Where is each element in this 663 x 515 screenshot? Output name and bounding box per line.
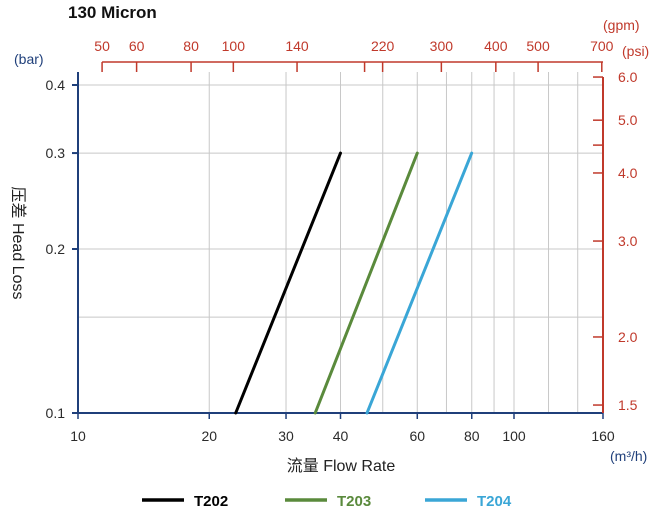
left-tick-label: 0.2 [46, 241, 66, 257]
series-line-t202 [234, 151, 342, 415]
top-tick-label: 500 [526, 38, 550, 54]
top-tick-label: 60 [129, 38, 145, 54]
top-tick-label: 300 [430, 38, 454, 54]
left-axis-unit: (bar) [14, 51, 44, 67]
top-tick-label: 50 [94, 38, 110, 54]
top-tick-label: 220 [371, 38, 395, 54]
bottom-tick-label: 60 [409, 428, 425, 444]
bottom-axis-unit: (m³/h) [610, 448, 647, 464]
bottom-tick-label: 100 [502, 428, 526, 444]
legend-label-t203: T203 [337, 493, 371, 510]
x-axis-label: 流量 Flow Rate [287, 457, 396, 475]
series-line-t203 [313, 151, 419, 415]
right-tick-label: 3.0 [618, 233, 638, 249]
bottom-tick-label: 10 [70, 428, 86, 444]
right-axis-unit: (psi) [622, 43, 649, 59]
right-tick-label: 5.0 [618, 112, 638, 128]
top-tick-label: 100 [222, 38, 246, 54]
top-tick-label: 400 [484, 38, 508, 54]
y-axis-label: 压差 Head Loss [9, 187, 27, 300]
right-tick-label: 1.5 [618, 397, 638, 413]
axes: 0.1 0.2 0.3 0.4 10 20 30 40 60 80 100 160 50 60 80 100 1… [46, 38, 638, 444]
left-tick-label: 0.1 [46, 405, 66, 421]
series-lines [234, 151, 474, 415]
grid [78, 72, 603, 413]
bottom-tick-label: 160 [591, 428, 615, 444]
top-tick-label: 700 [590, 38, 614, 54]
right-tick-label: 2.0 [618, 329, 638, 345]
right-tick-label: 6.0 [618, 69, 638, 85]
bottom-tick-label: 30 [278, 428, 294, 444]
chart-title: 130 Micron [68, 3, 157, 22]
top-axis-unit: (gpm) [603, 17, 640, 33]
bottom-tick-label: 80 [464, 428, 480, 444]
left-tick-label: 0.3 [46, 145, 66, 161]
legend: T202 T203 T204 [142, 493, 512, 510]
top-tick-label: 140 [285, 38, 309, 54]
bottom-tick-label: 40 [333, 428, 349, 444]
bottom-tick-label: 20 [201, 428, 217, 444]
right-tick-label: 4.0 [618, 165, 638, 181]
left-tick-label: 0.4 [46, 77, 66, 93]
legend-label-t202: T202 [194, 493, 228, 510]
legend-label-t204: T204 [477, 493, 512, 510]
top-tick-label: 80 [183, 38, 199, 54]
series-line-t204 [365, 151, 474, 415]
